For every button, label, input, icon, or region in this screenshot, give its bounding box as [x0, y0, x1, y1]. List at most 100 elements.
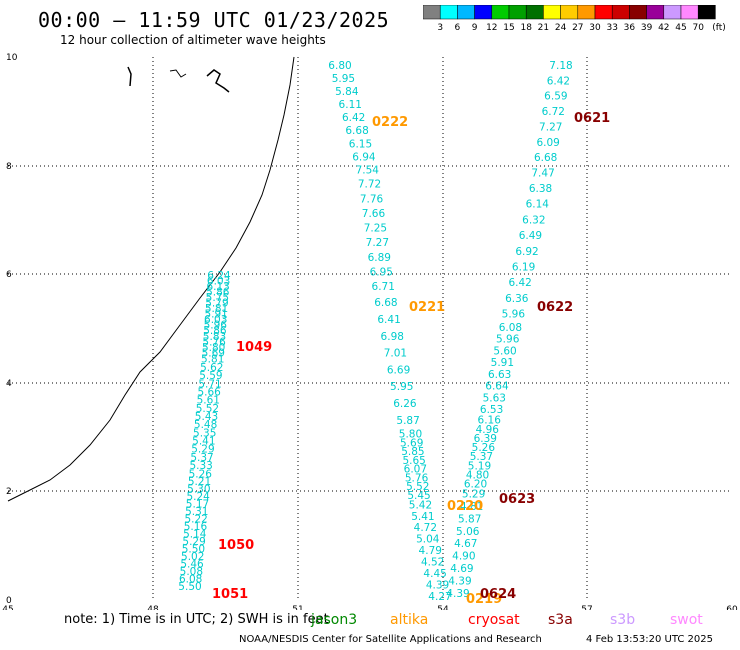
wave-height-value: 6.08	[499, 322, 522, 334]
y-tick-label: 2	[6, 487, 12, 497]
wave-height-value: 6.71	[372, 281, 395, 293]
x-tick-label: 45	[2, 605, 13, 610]
wave-height-value: 5.63	[483, 392, 506, 404]
wave-height-value: 5.45	[407, 490, 430, 502]
wave-height-value: 5.79	[205, 298, 228, 310]
y-tick-label: 8	[6, 162, 12, 172]
wave-height-value: 6.68	[345, 125, 368, 137]
legend-label: 33	[606, 23, 617, 33]
wave-height-value: 6.42	[508, 277, 531, 289]
map-subtitle: 12 hour collection of altimeter wave hei…	[60, 33, 326, 47]
wave-height-value: 5.43	[195, 411, 218, 423]
wave-height-value: 7.72	[358, 179, 381, 191]
legend-unit: (ft)	[712, 23, 726, 33]
x-tick-label: 60	[726, 605, 738, 610]
wave-height-value: 6.68	[534, 152, 557, 164]
wave-height-value: 5.66	[197, 386, 221, 398]
wave-height-value: 4.69	[450, 563, 473, 575]
wave-height-value: 6.32	[522, 214, 545, 226]
legend-label: 12	[486, 23, 497, 33]
wave-height-value: 5.52	[406, 481, 429, 493]
wave-height-value: 6.09	[536, 137, 559, 149]
x-tick-label: 51	[292, 605, 303, 610]
wave-height-value: 5.17	[186, 499, 209, 511]
legend-label: 18	[520, 23, 532, 33]
wave-height-value: 5.76	[405, 472, 429, 484]
wave-height-map: 45 48 51 54 57 6002468106.805.955.846.116.426…	[2, 53, 738, 610]
wave-height-value: 5.95	[332, 73, 355, 85]
wave-height-value: 7.27	[539, 121, 562, 133]
pass-time-label: 1050	[218, 538, 254, 553]
wave-height-value: 5.19	[468, 460, 491, 472]
wave-height-value: 5.22	[184, 514, 207, 526]
pass-time-label: 0219	[466, 592, 502, 607]
legend-label: 9	[472, 23, 478, 33]
wave-height-value: 5.96	[204, 320, 228, 332]
wave-height-value: 5.65	[402, 455, 425, 467]
wave-height-value: 5.48	[194, 419, 217, 431]
wave-height-value: 5.52	[196, 403, 219, 415]
wave-height-value: 6.59	[544, 91, 567, 103]
wave-height-value: 4.67	[454, 538, 477, 550]
pass-time-label: 0222	[372, 115, 408, 130]
wave-height-value: 6.36	[505, 293, 529, 305]
wave-height-value: 5.29	[191, 444, 214, 456]
wave-height-value: 4.39	[426, 580, 449, 592]
pass-time-label: 0622	[537, 300, 573, 315]
wave-height-value: 7.27	[366, 237, 389, 249]
wave-height-value: 6.39	[474, 433, 497, 445]
wave-height-value: 5.41	[411, 511, 434, 523]
pass-time-label: 1051	[212, 587, 248, 602]
wave-height-value: 6.11	[339, 99, 362, 111]
legend-swatch	[697, 5, 716, 20]
wave-height-value: 5.33	[189, 460, 212, 472]
pass-time-label: 0220	[447, 499, 483, 514]
wave-height-value: 5.80	[202, 342, 225, 354]
wave-height-value: 5.06	[456, 526, 480, 538]
wave-height-value: 5.24	[186, 491, 210, 503]
wave-height-value: 4.27	[428, 591, 451, 603]
legend-label: 30	[589, 23, 601, 33]
wave-height-value: 5.29	[182, 536, 205, 548]
satellite-s3a-label: s3a	[548, 612, 573, 628]
wave-height-value: 6.19	[512, 262, 535, 274]
wave-height-value: 4.72	[414, 522, 437, 534]
wave-height-value: 5.83	[203, 331, 226, 343]
legend-label: 6	[455, 23, 461, 33]
wave-height-value: 6.42	[547, 75, 570, 87]
wave-height-value: 5.02	[181, 551, 204, 563]
wave-height-value: 5.80	[399, 429, 422, 441]
wave-height-value: 4.39	[446, 588, 469, 600]
map-title: 00:00 – 11:59 UTC 01/23/2025	[38, 8, 390, 32]
wave-height-value: 5.21	[188, 476, 211, 488]
x-tick-label: 48	[147, 605, 159, 610]
wave-height-value: 7.01	[384, 348, 407, 360]
wave-height-value: 5.85	[401, 446, 424, 458]
wave-height-value: 5.75	[206, 292, 229, 304]
wave-height-value: 7.25	[364, 223, 387, 235]
legend-label: 42	[658, 23, 669, 33]
wave-height-value: 4.79	[419, 545, 442, 557]
wave-height-value: 6.68	[374, 297, 397, 309]
legend-label: 45	[675, 23, 686, 33]
wave-height-value: 4.81	[460, 501, 483, 513]
wave-height-color-legend: 3 6 9 12 15 18 21 24 27 30 33 36 39 42 45 70 (ft)	[423, 5, 726, 33]
wave-height-value: 5.76	[202, 336, 226, 348]
wave-height-value: 6.26	[393, 398, 417, 410]
legend-label: 15	[503, 23, 514, 33]
wave-height-value: 7.54	[356, 164, 380, 176]
wave-height-value: 4.39	[448, 576, 471, 588]
wave-height-value: 5.91	[491, 357, 514, 369]
wave-height-value: 5.62	[200, 362, 223, 374]
pass-time-label: 0621	[574, 111, 610, 126]
wave-height-value: 4.90	[452, 551, 475, 563]
legend-label: 3	[437, 23, 443, 33]
wave-height-value: 5.26	[189, 468, 213, 480]
wave-height-value: 5.37	[470, 451, 493, 463]
legend-label: 70	[692, 23, 704, 33]
coastline	[7, 56, 295, 502]
wave-height-value: 6.49	[519, 230, 542, 242]
wave-height-value: 6.24	[207, 270, 231, 282]
wave-height-value: 5.61	[197, 395, 220, 407]
satellite-s3b-label: s3b	[610, 612, 636, 628]
